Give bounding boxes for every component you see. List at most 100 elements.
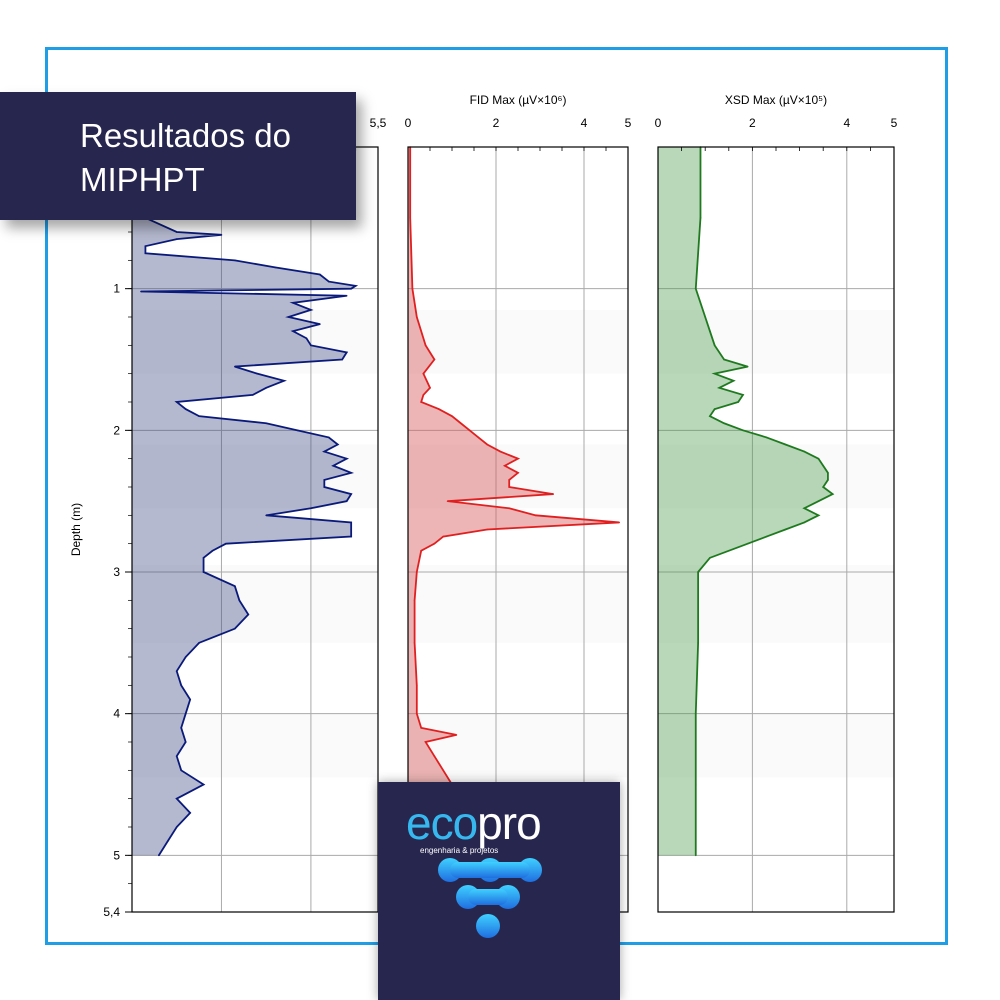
data-point [746,365,749,368]
data-point [704,316,706,318]
data-point [499,450,502,453]
data-point [202,571,205,573]
data-point [198,415,200,417]
y-tick-label: 3 [113,565,120,579]
data-point [251,394,254,396]
data-point [723,422,725,425]
data-point [709,415,711,417]
data-point [158,854,160,857]
logo-eco: eco [406,797,478,849]
y-tick-label: 5,4 [103,905,120,919]
data-point [429,387,431,389]
data-point [416,712,418,715]
data-point [732,379,735,382]
data-point [175,401,178,403]
data-point [817,514,820,517]
data-point [409,217,412,219]
data-point [508,486,511,488]
data-point [180,769,182,772]
data-point [323,450,326,453]
data-point [328,436,330,439]
title-banner: Resultados do MIPHPT [0,92,356,220]
data-point [477,436,480,439]
data-point [265,514,267,517]
series-area [132,209,356,856]
data-point [234,585,236,587]
data-point [416,316,418,318]
x-tick-label: 5,5 [370,116,387,130]
data-point [451,415,453,417]
y-tick-label: 5 [113,848,120,862]
data-point [180,727,182,729]
data-point [175,826,178,828]
data-point [202,557,205,559]
data-point [713,408,716,410]
x-tick-label: 5 [891,116,898,130]
x-tick-label: 4 [581,116,588,130]
data-point [420,401,423,403]
data-point [144,252,147,255]
data-point [827,479,829,481]
data-point [332,464,335,467]
data-point [822,464,824,467]
data-point [413,599,416,602]
data-point [319,323,321,325]
data-point [175,231,178,233]
x-tick-label: 0 [405,116,412,130]
data-point [442,535,445,538]
data-point [713,372,716,375]
data-point [354,285,357,287]
logo-wordmark: ecopro [406,797,542,849]
logo-pro: pro [477,797,541,849]
data-point [424,344,427,347]
data-point [460,422,462,425]
data-point [803,507,806,510]
data-point [144,245,147,247]
data-point [265,422,267,425]
depth-band [408,310,628,374]
data-point [420,727,423,729]
data-point [305,337,308,340]
data-point [694,783,697,786]
data-point [323,479,326,481]
data-point [697,571,699,573]
data-point [508,507,511,510]
data-point [350,535,352,538]
data-point [718,387,721,389]
data-point [486,528,489,531]
data-point [817,500,820,502]
data-point [350,472,352,474]
data-point [292,302,294,304]
data-point [413,642,416,644]
data-point [175,238,178,240]
y-tick-label: 4 [113,707,120,721]
data-point [265,387,267,389]
data-point [746,542,749,545]
data-point [742,394,744,396]
data-point [422,372,425,375]
data-point [319,273,321,276]
data-point [694,712,697,715]
data-point [211,549,214,552]
data-point [831,493,834,495]
banner-title: Resultados do MIPHPT [80,117,291,198]
data-point [189,698,191,701]
data-point [184,408,187,410]
data-point [411,287,414,290]
data-point [292,330,294,332]
data-point [723,358,725,361]
data-point [310,309,312,311]
data-point [238,599,241,602]
data-point [438,408,440,410]
data-point [803,521,806,524]
data-point [784,443,787,446]
data-point [817,457,820,460]
depth-band [408,565,628,643]
data-point [336,443,339,446]
data-point [180,684,182,687]
data-point [184,656,187,658]
data-point [504,464,506,467]
data-point [350,528,352,531]
data-point [140,290,142,293]
data-point [274,266,276,269]
